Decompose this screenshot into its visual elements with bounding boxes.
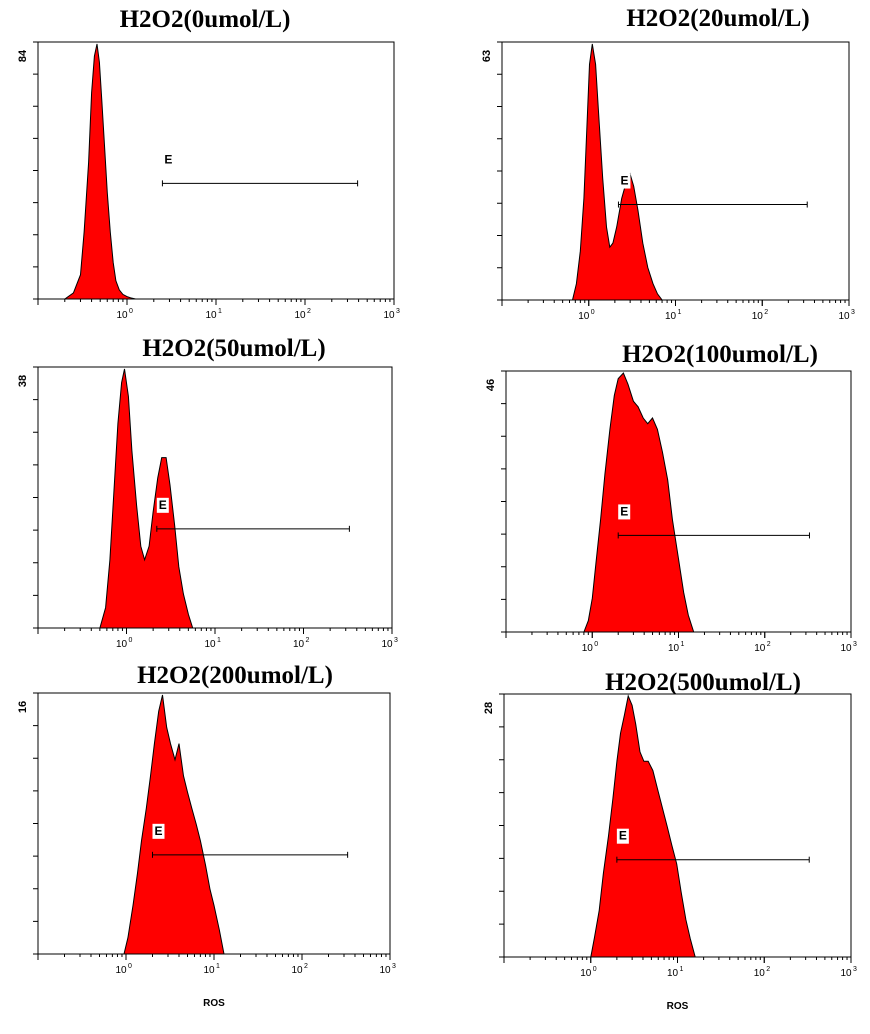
x-tick-exponent: 0 — [591, 309, 595, 316]
x-tick-label: 10 — [840, 968, 852, 979]
y-max-label: 16 — [17, 701, 29, 713]
x-tick-exponent: 0 — [593, 966, 597, 973]
x-tick-exponent: 3 — [853, 966, 857, 973]
gate-label: E — [159, 498, 167, 512]
gate-label: E — [620, 174, 628, 188]
x-tick-label: 10 — [754, 643, 766, 654]
x-tick-exponent: 2 — [764, 309, 768, 316]
histogram-area — [63, 43, 136, 300]
x-tick-exponent: 1 — [678, 309, 682, 316]
x-tick-label: 10 — [381, 639, 393, 650]
x-tick-label: 10 — [116, 310, 128, 321]
panel-title: H2O2(200umol/L) — [137, 662, 333, 689]
y-max-label: 38 — [17, 375, 29, 387]
x-tick-label: 10 — [838, 311, 850, 322]
histogram-area — [583, 372, 695, 633]
gate-label: E — [154, 824, 162, 838]
panel-title: H2O2(500umol/L) — [605, 669, 801, 696]
x-tick-exponent: 2 — [767, 641, 771, 648]
plot-frame — [501, 41, 850, 301]
x-axis-title: ROS — [667, 1001, 689, 1012]
x-tick-label: 10 — [115, 965, 127, 976]
histogram-area — [123, 694, 225, 955]
gate-label: E — [620, 504, 628, 518]
x-tick-exponent: 2 — [306, 637, 310, 644]
x-tick-exponent: 2 — [304, 963, 308, 970]
y-max-label: 63 — [481, 50, 493, 62]
x-tick-exponent: 0 — [594, 641, 598, 648]
x-tick-label: 10 — [754, 968, 766, 979]
x-tick-label: 10 — [203, 965, 215, 976]
x-tick-exponent: 0 — [128, 963, 132, 970]
x-tick-label: 10 — [116, 639, 128, 650]
x-tick-exponent: 3 — [851, 309, 855, 316]
x-tick-label: 10 — [383, 310, 395, 321]
x-tick-exponent: 1 — [218, 308, 222, 315]
x-tick-exponent: 1 — [217, 637, 221, 644]
x-tick-exponent: 0 — [129, 308, 133, 315]
panel-title: H2O2(100umol/L) — [622, 341, 818, 368]
x-tick-exponent: 3 — [396, 308, 400, 315]
x-tick-exponent: 3 — [392, 963, 396, 970]
x-tick-label: 10 — [204, 639, 216, 650]
gate-label: E — [619, 829, 627, 843]
panel-title: H2O2(20umol/L) — [626, 5, 809, 32]
y-max-label: 46 — [485, 379, 497, 391]
gate-label-background — [162, 152, 175, 168]
x-tick-label: 10 — [293, 639, 305, 650]
x-tick-label: 10 — [665, 311, 677, 322]
plot-frame — [37, 366, 393, 629]
x-tick-label: 10 — [752, 311, 764, 322]
y-max-label: 84 — [17, 49, 29, 62]
x-tick-exponent: 1 — [680, 966, 684, 973]
x-tick-label: 10 — [580, 968, 592, 979]
x-tick-label: 10 — [379, 965, 391, 976]
x-tick-exponent: 1 — [216, 963, 220, 970]
x-tick-exponent: 0 — [129, 637, 133, 644]
x-axis-title: ROS — [203, 998, 225, 1009]
gate-label-background — [616, 828, 629, 844]
histogram-area — [99, 368, 194, 629]
x-tick-exponent: 3 — [853, 641, 857, 648]
x-tick-label: 10 — [294, 310, 306, 321]
gate-label-background — [152, 823, 165, 839]
gate-label: E — [164, 152, 172, 166]
gate-label-background — [618, 173, 631, 189]
x-tick-label: 10 — [291, 965, 303, 976]
gate-label-background — [618, 504, 631, 520]
x-tick-exponent: 2 — [307, 308, 311, 315]
x-tick-label: 10 — [668, 643, 680, 654]
histogram-area — [571, 43, 664, 301]
x-tick-label: 10 — [667, 968, 679, 979]
x-tick-label: 10 — [840, 643, 852, 654]
panel-title: H2O2(0umol/L) — [120, 6, 291, 33]
x-tick-label: 10 — [578, 311, 590, 322]
gate-label-background — [156, 497, 169, 513]
x-tick-label: 10 — [205, 310, 217, 321]
y-max-label: 28 — [483, 702, 495, 714]
x-tick-exponent: 2 — [766, 966, 770, 973]
x-tick-label: 10 — [582, 643, 594, 654]
x-tick-exponent: 1 — [681, 641, 685, 648]
panel-title: H2O2(50umol/L) — [142, 335, 325, 362]
x-tick-exponent: 3 — [394, 637, 398, 644]
histogram-area — [590, 694, 696, 958]
